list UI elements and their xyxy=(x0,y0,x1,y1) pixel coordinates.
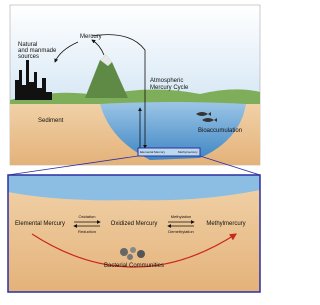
label: Sediment xyxy=(38,118,64,124)
label-line: sources xyxy=(18,54,39,60)
label: Methylmercury xyxy=(178,150,198,154)
label-line: and manmade xyxy=(18,48,57,54)
label: Atmospheric Mercury Cycle xyxy=(150,78,189,91)
label: Demethylation xyxy=(168,229,194,234)
label-line: Atmospheric xyxy=(150,78,183,84)
label: Reduction xyxy=(78,229,96,234)
label: Bioaccumulation xyxy=(198,128,242,134)
label: Elemental Mercury xyxy=(140,150,166,154)
label: Elemental Mercury xyxy=(15,221,65,227)
label: Bacterial Communities xyxy=(104,263,164,269)
label: Natural and manmade sources xyxy=(18,42,57,60)
label-line: Mercury Cycle xyxy=(150,85,189,91)
label-line: Natural xyxy=(18,42,37,48)
diagram: Mercury Natural and manmade sources Atmosp… xyxy=(7,4,261,293)
label: Oxidized Mercury xyxy=(111,221,158,227)
detail-panel xyxy=(7,174,261,293)
label: Methylation xyxy=(171,214,191,219)
label: Methylmercury xyxy=(206,221,245,227)
label: Oxidation xyxy=(79,214,96,219)
landscape xyxy=(7,4,261,176)
label: Mercury xyxy=(80,34,102,40)
